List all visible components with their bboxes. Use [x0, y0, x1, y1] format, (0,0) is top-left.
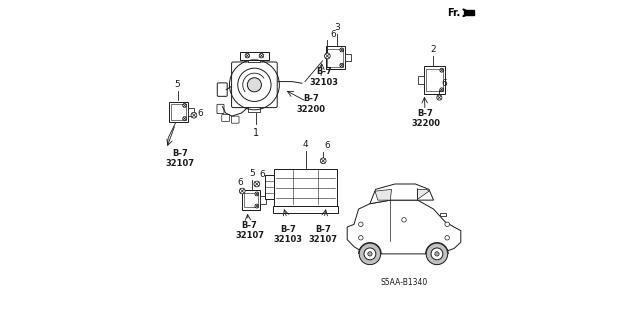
Text: 1: 1: [253, 128, 259, 138]
Text: 5: 5: [250, 169, 255, 178]
Text: 6: 6: [325, 141, 330, 150]
FancyBboxPatch shape: [240, 52, 269, 60]
Bar: [260, 196, 266, 204]
FancyBboxPatch shape: [248, 107, 260, 112]
Bar: [169, 101, 188, 122]
Polygon shape: [347, 200, 461, 254]
Text: B-7
32200: B-7 32200: [297, 94, 326, 114]
Text: 2: 2: [430, 45, 436, 54]
Text: 6: 6: [330, 30, 335, 39]
Circle shape: [364, 248, 376, 260]
Circle shape: [254, 181, 260, 187]
Text: 6: 6: [442, 79, 447, 88]
Circle shape: [445, 222, 449, 227]
Text: B-7
32103: B-7 32103: [273, 225, 303, 244]
Bar: [424, 67, 445, 93]
FancyBboxPatch shape: [232, 116, 239, 123]
FancyBboxPatch shape: [232, 62, 277, 108]
Circle shape: [321, 158, 326, 164]
Circle shape: [359, 243, 381, 265]
Polygon shape: [440, 213, 446, 216]
Circle shape: [255, 204, 259, 208]
Bar: [419, 76, 424, 84]
Text: 6: 6: [237, 178, 243, 187]
FancyBboxPatch shape: [217, 104, 224, 114]
Bar: [464, 10, 474, 15]
Text: S5AA-B1340: S5AA-B1340: [380, 278, 428, 287]
Text: B-7
32103: B-7 32103: [310, 67, 339, 86]
Circle shape: [358, 236, 363, 240]
Bar: [171, 104, 186, 120]
Text: B-7
32107: B-7 32107: [308, 225, 338, 244]
FancyBboxPatch shape: [222, 115, 230, 122]
Circle shape: [340, 63, 344, 67]
Circle shape: [402, 218, 406, 222]
Circle shape: [191, 112, 197, 118]
Circle shape: [247, 78, 262, 92]
Bar: [188, 108, 193, 116]
Circle shape: [239, 188, 245, 194]
Text: B-7
32200: B-7 32200: [411, 109, 440, 128]
Text: 4: 4: [303, 140, 308, 149]
Circle shape: [340, 48, 344, 52]
Circle shape: [324, 53, 330, 59]
Circle shape: [445, 236, 449, 240]
Circle shape: [183, 117, 187, 121]
Circle shape: [437, 95, 442, 100]
Bar: [265, 175, 275, 199]
Circle shape: [431, 248, 443, 260]
Bar: [326, 46, 345, 69]
Text: B-7
32107: B-7 32107: [235, 221, 264, 240]
Bar: [273, 206, 339, 213]
Circle shape: [440, 88, 444, 92]
Circle shape: [358, 222, 363, 227]
Circle shape: [259, 53, 264, 58]
Text: 5: 5: [175, 80, 180, 89]
Text: B-7
32107: B-7 32107: [166, 149, 195, 168]
Circle shape: [368, 252, 372, 256]
Circle shape: [435, 252, 439, 256]
Bar: [426, 69, 444, 91]
Bar: [345, 54, 351, 61]
Bar: [328, 49, 344, 67]
Text: 6: 6: [259, 170, 265, 179]
Circle shape: [183, 104, 187, 108]
Bar: [243, 190, 260, 210]
Circle shape: [255, 192, 259, 196]
Bar: [244, 193, 259, 207]
Circle shape: [440, 68, 444, 72]
Circle shape: [426, 243, 448, 265]
Text: 6: 6: [197, 109, 203, 118]
Text: 3: 3: [334, 23, 340, 32]
Circle shape: [245, 53, 250, 58]
Polygon shape: [418, 189, 429, 199]
Text: Fr.: Fr.: [447, 8, 461, 18]
FancyBboxPatch shape: [217, 83, 227, 96]
Polygon shape: [375, 189, 392, 200]
Polygon shape: [370, 184, 433, 204]
FancyBboxPatch shape: [248, 57, 260, 62]
Bar: [275, 169, 337, 206]
